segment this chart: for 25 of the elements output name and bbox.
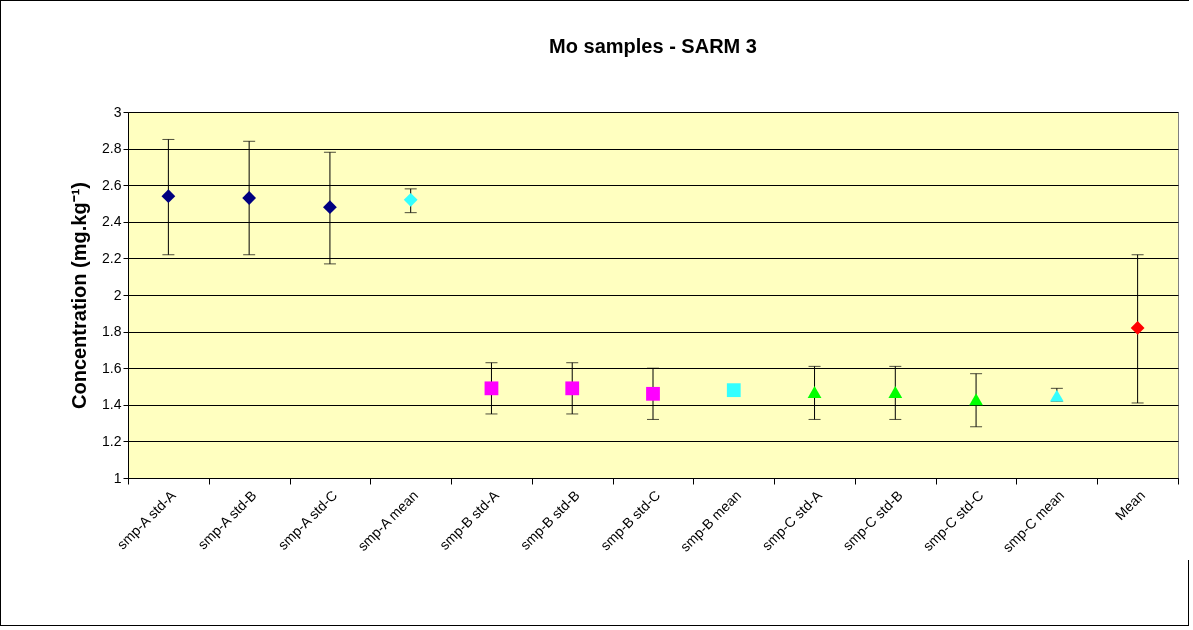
point xyxy=(1130,321,1145,335)
point xyxy=(726,383,741,398)
point xyxy=(242,191,257,205)
point xyxy=(161,189,176,204)
y-tick-label: 2 xyxy=(113,286,122,303)
point xyxy=(807,386,822,398)
y-tick-label: 2.4 xyxy=(102,213,122,230)
point xyxy=(565,381,580,396)
point xyxy=(646,386,660,401)
y-axis-title: Concentration (mg.kg⁻¹) xyxy=(68,182,91,409)
y-tick-label: 1.6 xyxy=(102,359,122,376)
point xyxy=(888,386,903,398)
y-tick-label: 1.2 xyxy=(102,432,122,449)
point xyxy=(969,393,983,406)
chart-title: Mo samples - SARM 3 xyxy=(549,35,757,57)
y-tick-label: 2.6 xyxy=(102,176,122,193)
y-tick-label: 2.2 xyxy=(102,249,122,266)
point xyxy=(323,200,337,215)
point xyxy=(484,381,499,396)
y-tick-label: 1.8 xyxy=(102,323,122,340)
y-tick-label: 1.4 xyxy=(102,396,122,413)
point xyxy=(403,192,418,207)
y-tick-label: 2.8 xyxy=(102,140,122,157)
y-tick-label: 1 xyxy=(113,469,122,486)
y-tick-label: 3 xyxy=(113,103,122,120)
